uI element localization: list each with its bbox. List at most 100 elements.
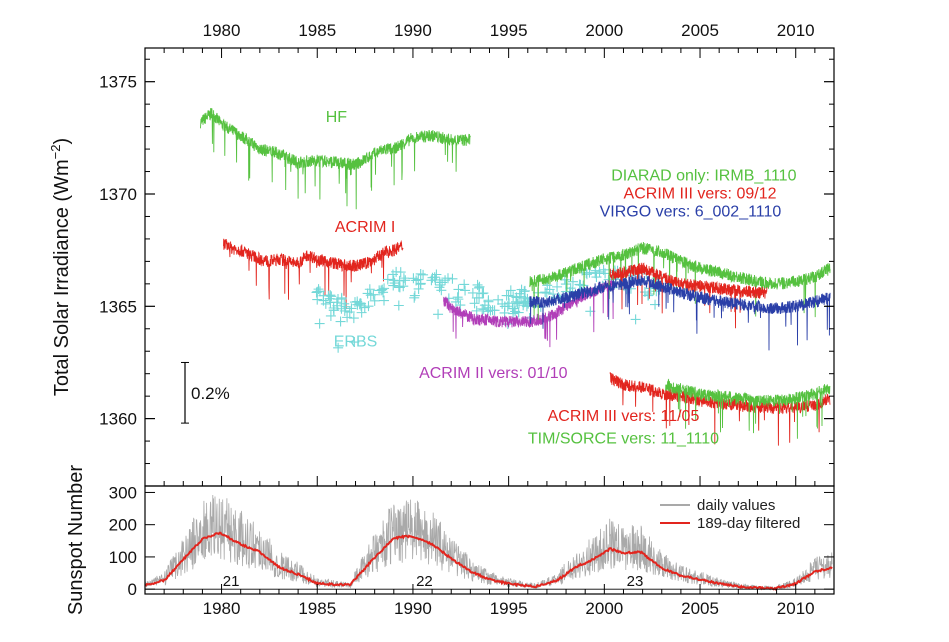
erbs-point [391,266,402,277]
year-tick-label-top: 2010 [777,21,815,40]
erbs-point [349,337,360,348]
erbs-point [389,278,400,289]
erbs-point [336,293,347,304]
tsi-plot-frame [144,47,835,487]
erbs-point [364,284,375,295]
sunspot-y-tick-label: 200 [109,516,137,535]
erbs-point [504,298,515,309]
year-ticks-bottom: 1980 1985 1990 1995 2000 2005 2010 [144,584,835,618]
year-tick-label-bottom: 1995 [490,599,528,618]
erbs-point [540,287,551,298]
erbs-point [365,290,376,301]
year-tick-label-top: 1980 [203,21,241,40]
year-tick-label-bottom: 1990 [394,599,432,618]
erbs-point [377,284,388,295]
erbs-point [376,285,387,296]
erbs-point [427,272,438,283]
year-tick-label-bottom: 2005 [681,599,719,618]
cycle-label-21: 21 [223,573,240,590]
year-ticks-top: 1980 1985 1990 1995 2000 2005 2010 [144,21,835,486]
erbs-point [505,285,516,296]
erbs-point [400,275,411,286]
label-tim-sorce-vers-11-1110: TIM/SORCE vers: 11_1110 [528,430,719,447]
erbs-point [328,305,339,316]
erbs-point [340,301,351,312]
erbs-point [472,279,483,290]
tsi-annotations-group: HF ACRIM I ERBS ACRIM II vers: 01/10 DIARAD … [326,109,797,447]
scale-bar-label: 0.2% [191,384,230,403]
erbs-point [514,288,525,299]
erbs-point [426,275,437,286]
erbs-point [339,298,350,309]
erbs-point [333,342,344,353]
erbs-point [433,309,444,320]
erbs-point [474,281,485,292]
series-acrim-iii-vers-09-12 [609,262,768,329]
erbs-point [516,284,527,295]
label-hf: HF [326,109,348,126]
erbs-point [369,295,380,306]
sunspot-y-tick-label: 300 [109,483,137,502]
erbs-point [388,275,399,286]
sunspot-panel: 21 22 23 0 100 200 300 1980 1985 1990 1995 2000 20… [65,465,835,618]
erbs-point [437,277,448,288]
label-diarad-only-irmb-1110: DIARAD only: IRMB_1110 [611,168,796,185]
series-hf [200,108,471,210]
sunspot-y-tick-label: 0 [128,580,137,599]
erbs-point [413,274,424,285]
series-acrim-i [223,238,404,309]
erbs-point [493,294,504,305]
series-diarad-only-irmb-1110 [529,241,831,320]
sunspot-series-group [145,494,833,591]
erbs-point [513,307,524,318]
erbs-point [479,300,490,311]
legend-label-filtered: 189-day filtered [697,515,800,532]
label-acrim-iii-vers-11-05: ACRIM III vers: 11/05 [548,408,700,425]
erbs-point [393,300,404,311]
series-189-day-filtered [145,531,833,591]
year-tick-label-bottom: 1985 [298,599,336,618]
sunspot-y-ticks: 0 100 200 300 [109,483,834,599]
erbs-point [507,303,518,314]
erbs-point [497,298,508,309]
erbs-point [471,292,482,303]
erbs-point [487,305,498,316]
year-tick-label-top: 2000 [585,21,623,40]
erbs-point [598,264,609,275]
erbs-point [382,274,393,285]
erbs-point [413,283,424,294]
series-tim-sorce-vers-11-1110 [665,378,831,439]
erbs-point [552,281,563,292]
sunspot-y-tick-label: 100 [109,548,137,567]
erbs-point [415,268,426,279]
erbs-point [519,286,530,297]
tsi-y-tick-label: 1365 [99,297,137,316]
erbs-point [318,290,329,301]
label-virgo-vers-6-002-1110: VIRGO vers: 6_002_1110 [600,203,782,220]
erbs-point [398,273,409,284]
label-acrim-i: ACRIM I [335,219,395,236]
erbs-point [591,272,602,283]
erbs-point [442,273,453,284]
erbs-point [453,284,464,295]
year-tick-label-bottom: 1980 [203,599,241,618]
tsi-y-axis-label: Total Solar Irradiance (Wm−2) [48,138,73,396]
tsi-y-ticks: 1360 1365 1370 1375 [99,58,834,487]
erbs-point [418,269,429,280]
percent-scale-bar: 0.2% [181,361,230,424]
erbs-point [567,276,578,287]
tsi-y-tick-label: 1375 [99,73,137,92]
year-tick-label-top: 1995 [490,21,528,40]
erbs-point [379,295,390,306]
sunspot-y-axis-label: Sunspot Number [65,465,87,615]
erbs-point [408,273,419,284]
erbs-point [394,282,405,293]
erbs-point [453,294,464,305]
erbs-point [335,316,346,327]
tsi-series-group [200,108,831,446]
erbs-point [409,292,420,303]
cycle-labels-group: 21 22 23 [223,573,644,590]
erbs-point [643,290,654,301]
legend-label-daily: daily values [697,497,775,514]
